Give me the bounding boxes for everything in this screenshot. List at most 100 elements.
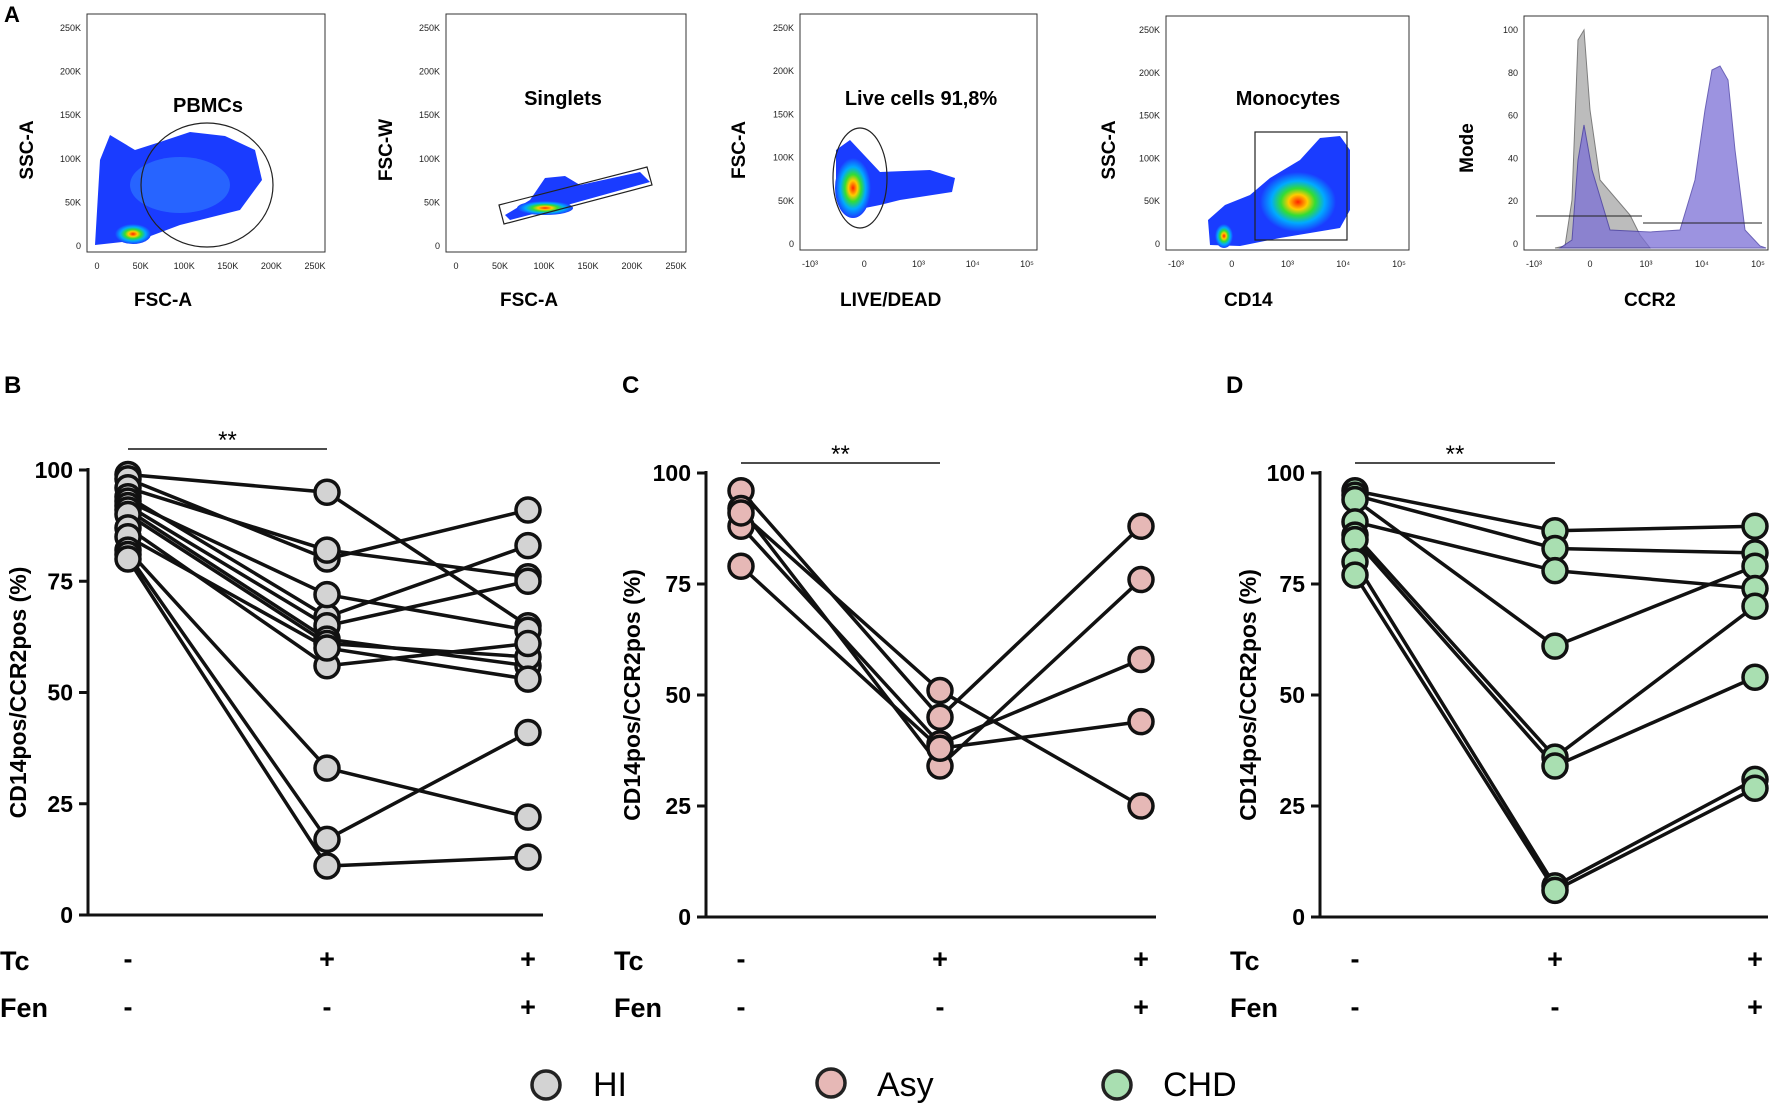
data-point — [1541, 752, 1569, 780]
flow-ytick-label: 200K — [1139, 68, 1160, 78]
data-point — [313, 580, 341, 609]
data-point — [313, 478, 341, 506]
y-tick-label: 50 — [1279, 682, 1305, 708]
condition-fen-value: - — [1351, 992, 1360, 1022]
flow-singlets-panel: Singlets FSC-A FSC-W — [376, 13, 687, 311]
flow-xlabel: LIVE/DEAD — [840, 290, 941, 311]
flow-monocytes-panel: Monocytes CD14 SSC-A — [1099, 15, 1410, 311]
legend-label-asy: Asy — [877, 1066, 934, 1104]
legend-marker-asy — [815, 1067, 847, 1099]
data-point — [313, 825, 341, 854]
flow-ylabel: FSC-A — [729, 121, 750, 179]
flow-ytick-label: 0 — [435, 241, 440, 251]
flow-density-hotspot — [517, 201, 573, 215]
flow-ytick-label: 100K — [419, 154, 440, 164]
condition-tc-value: + — [932, 944, 948, 974]
condition-tc-value: + — [1547, 944, 1563, 974]
flow-ytick-label: 250K — [773, 23, 794, 33]
data-point — [313, 634, 341, 662]
data-point — [1741, 663, 1769, 691]
flow-ytick-label: 50K — [65, 197, 81, 207]
flow-ytick-label: 250K — [419, 23, 440, 33]
flow-ytick-label: 100K — [60, 154, 81, 164]
gate-label: Singlets — [524, 88, 602, 110]
flow-xtick-label: 10⁴ — [1695, 259, 1709, 269]
data-point — [1741, 512, 1769, 541]
data-point — [1127, 792, 1155, 820]
flow-xtick-label: 250K — [304, 261, 325, 271]
flow-xtick-label: 200K — [261, 261, 282, 271]
flow-ytick-label: 20 — [1508, 196, 1518, 206]
flow-xlabel: CCR2 — [1624, 290, 1676, 311]
data-point — [514, 629, 542, 658]
flow-ytick-label: 0 — [789, 239, 794, 249]
row-label-fen: Fen — [614, 993, 662, 1023]
row-label-fen: Fen — [1230, 993, 1278, 1023]
flow-ytick-label: 60 — [1508, 111, 1518, 121]
flow-xtick-label: 50K — [133, 261, 149, 271]
flow-ytick-label: 80 — [1508, 68, 1518, 78]
significance-label: ** — [831, 441, 850, 468]
flow-ytick-label: 100K — [773, 153, 794, 163]
flow-ytick-label: 100 — [1503, 25, 1518, 35]
data-point — [1541, 632, 1569, 660]
data-point — [514, 567, 542, 595]
y-tick-label: 0 — [60, 902, 73, 928]
condition-tc-value: + — [520, 944, 536, 974]
condition-tc-value: + — [319, 944, 335, 974]
flow-ytick-label: 200K — [419, 67, 440, 77]
y-tick-label: 25 — [1279, 793, 1305, 819]
condition-tc-value: - — [737, 944, 746, 974]
data-point — [514, 665, 542, 693]
condition-fen-value: - — [936, 992, 945, 1022]
flow-ytick-label: 50K — [1144, 196, 1160, 206]
flow-ytick-label: 150K — [60, 110, 81, 120]
data-point — [926, 703, 954, 731]
y-tick-label: 100 — [653, 460, 691, 486]
gate-rectangle — [1254, 131, 1348, 241]
data-point — [926, 734, 954, 763]
flow-ytick-label: 0 — [76, 241, 81, 251]
y-axis-label: CD14pos/CCR2pos (%) — [5, 567, 31, 819]
flow-ytick-label: 0 — [1513, 239, 1518, 249]
y-tick-label: 25 — [47, 791, 73, 817]
flow-xtick-label: 100K — [174, 261, 195, 271]
condition-fen-value: - — [737, 992, 746, 1022]
panel-letter-c: C — [622, 372, 639, 399]
flow-ytick-label: 250K — [1139, 25, 1160, 35]
flow-density-core — [130, 157, 230, 213]
flow-xtick-label: 10³ — [912, 259, 925, 269]
gate-label: PBMCs — [173, 95, 243, 117]
legend-marker-chd — [1101, 1069, 1133, 1101]
flow-xtick-label: 0 — [1229, 259, 1234, 269]
flow-xtick-label: 150K — [217, 261, 238, 271]
gate-label: Live cells 91,8% — [845, 88, 998, 110]
condition-tc-value: - — [124, 944, 133, 974]
y-tick-label: 50 — [665, 682, 691, 708]
data-point — [1127, 645, 1155, 674]
flow-ccr2-panel: CCR2 Mode — [1457, 15, 1769, 311]
row-label-fen: Fen — [0, 993, 48, 1023]
y-axis-label: CD14pos/CCR2pos (%) — [1235, 569, 1261, 821]
flow-density-hotspot — [835, 158, 871, 218]
flow-ytick-label: 250K — [60, 23, 81, 33]
flow-xtick-label: -10³ — [1526, 259, 1542, 269]
flow-ytick-label: 200K — [773, 66, 794, 76]
condition-fen-value: + — [520, 992, 536, 1022]
condition-fen-value: - — [323, 992, 332, 1022]
flow-xtick-label: 150K — [577, 261, 598, 271]
flow-xlabel: FSC-A — [134, 290, 192, 311]
data-point — [1541, 534, 1569, 563]
data-point — [1127, 565, 1155, 594]
y-tick-label: 100 — [35, 457, 73, 483]
condition-fen-value: + — [1747, 992, 1763, 1022]
panel-letter-b: B — [4, 372, 21, 399]
series-line — [1353, 574, 1756, 893]
flow-density-hotspot — [115, 224, 151, 244]
y-tick-label: 0 — [678, 904, 691, 930]
line-charts: 0 25 50 75 100 CD14pos/CCR2pos (%) ** Tc Fen - - + -… — [0, 427, 1769, 1023]
flow-ytick-label: 150K — [773, 109, 794, 119]
flow-density-hotspot — [1260, 172, 1336, 232]
flow-xlabel: FSC-A — [500, 290, 558, 311]
